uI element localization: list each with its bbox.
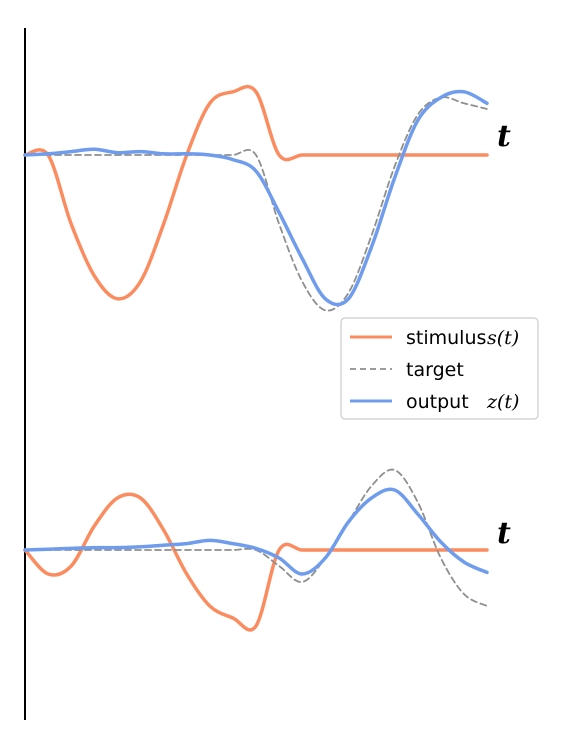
x-axis-label-top: t: [497, 119, 511, 154]
x-axis-label-bottom: t: [497, 516, 511, 551]
series-stimulus-line: [23, 84, 489, 301]
legend-label-target: target: [406, 359, 464, 381]
series-output-line: [23, 89, 489, 307]
series-target-line: [24, 468, 488, 607]
panel-bottom: [23, 468, 489, 632]
series-target-line: [24, 96, 488, 312]
legend-math-stimulus: s(t): [487, 327, 519, 349]
legend-box: [340, 317, 539, 420]
series-output-line: [23, 487, 489, 576]
legend: stimulus s(t) target output z(t): [340, 317, 539, 420]
series-stimulus-line: [23, 492, 489, 632]
legend-label-stimulus: stimulus: [406, 327, 486, 349]
legend-math-output: z(t): [486, 391, 519, 413]
panel-top: [23, 84, 489, 312]
legend-label-output: output: [406, 391, 469, 413]
